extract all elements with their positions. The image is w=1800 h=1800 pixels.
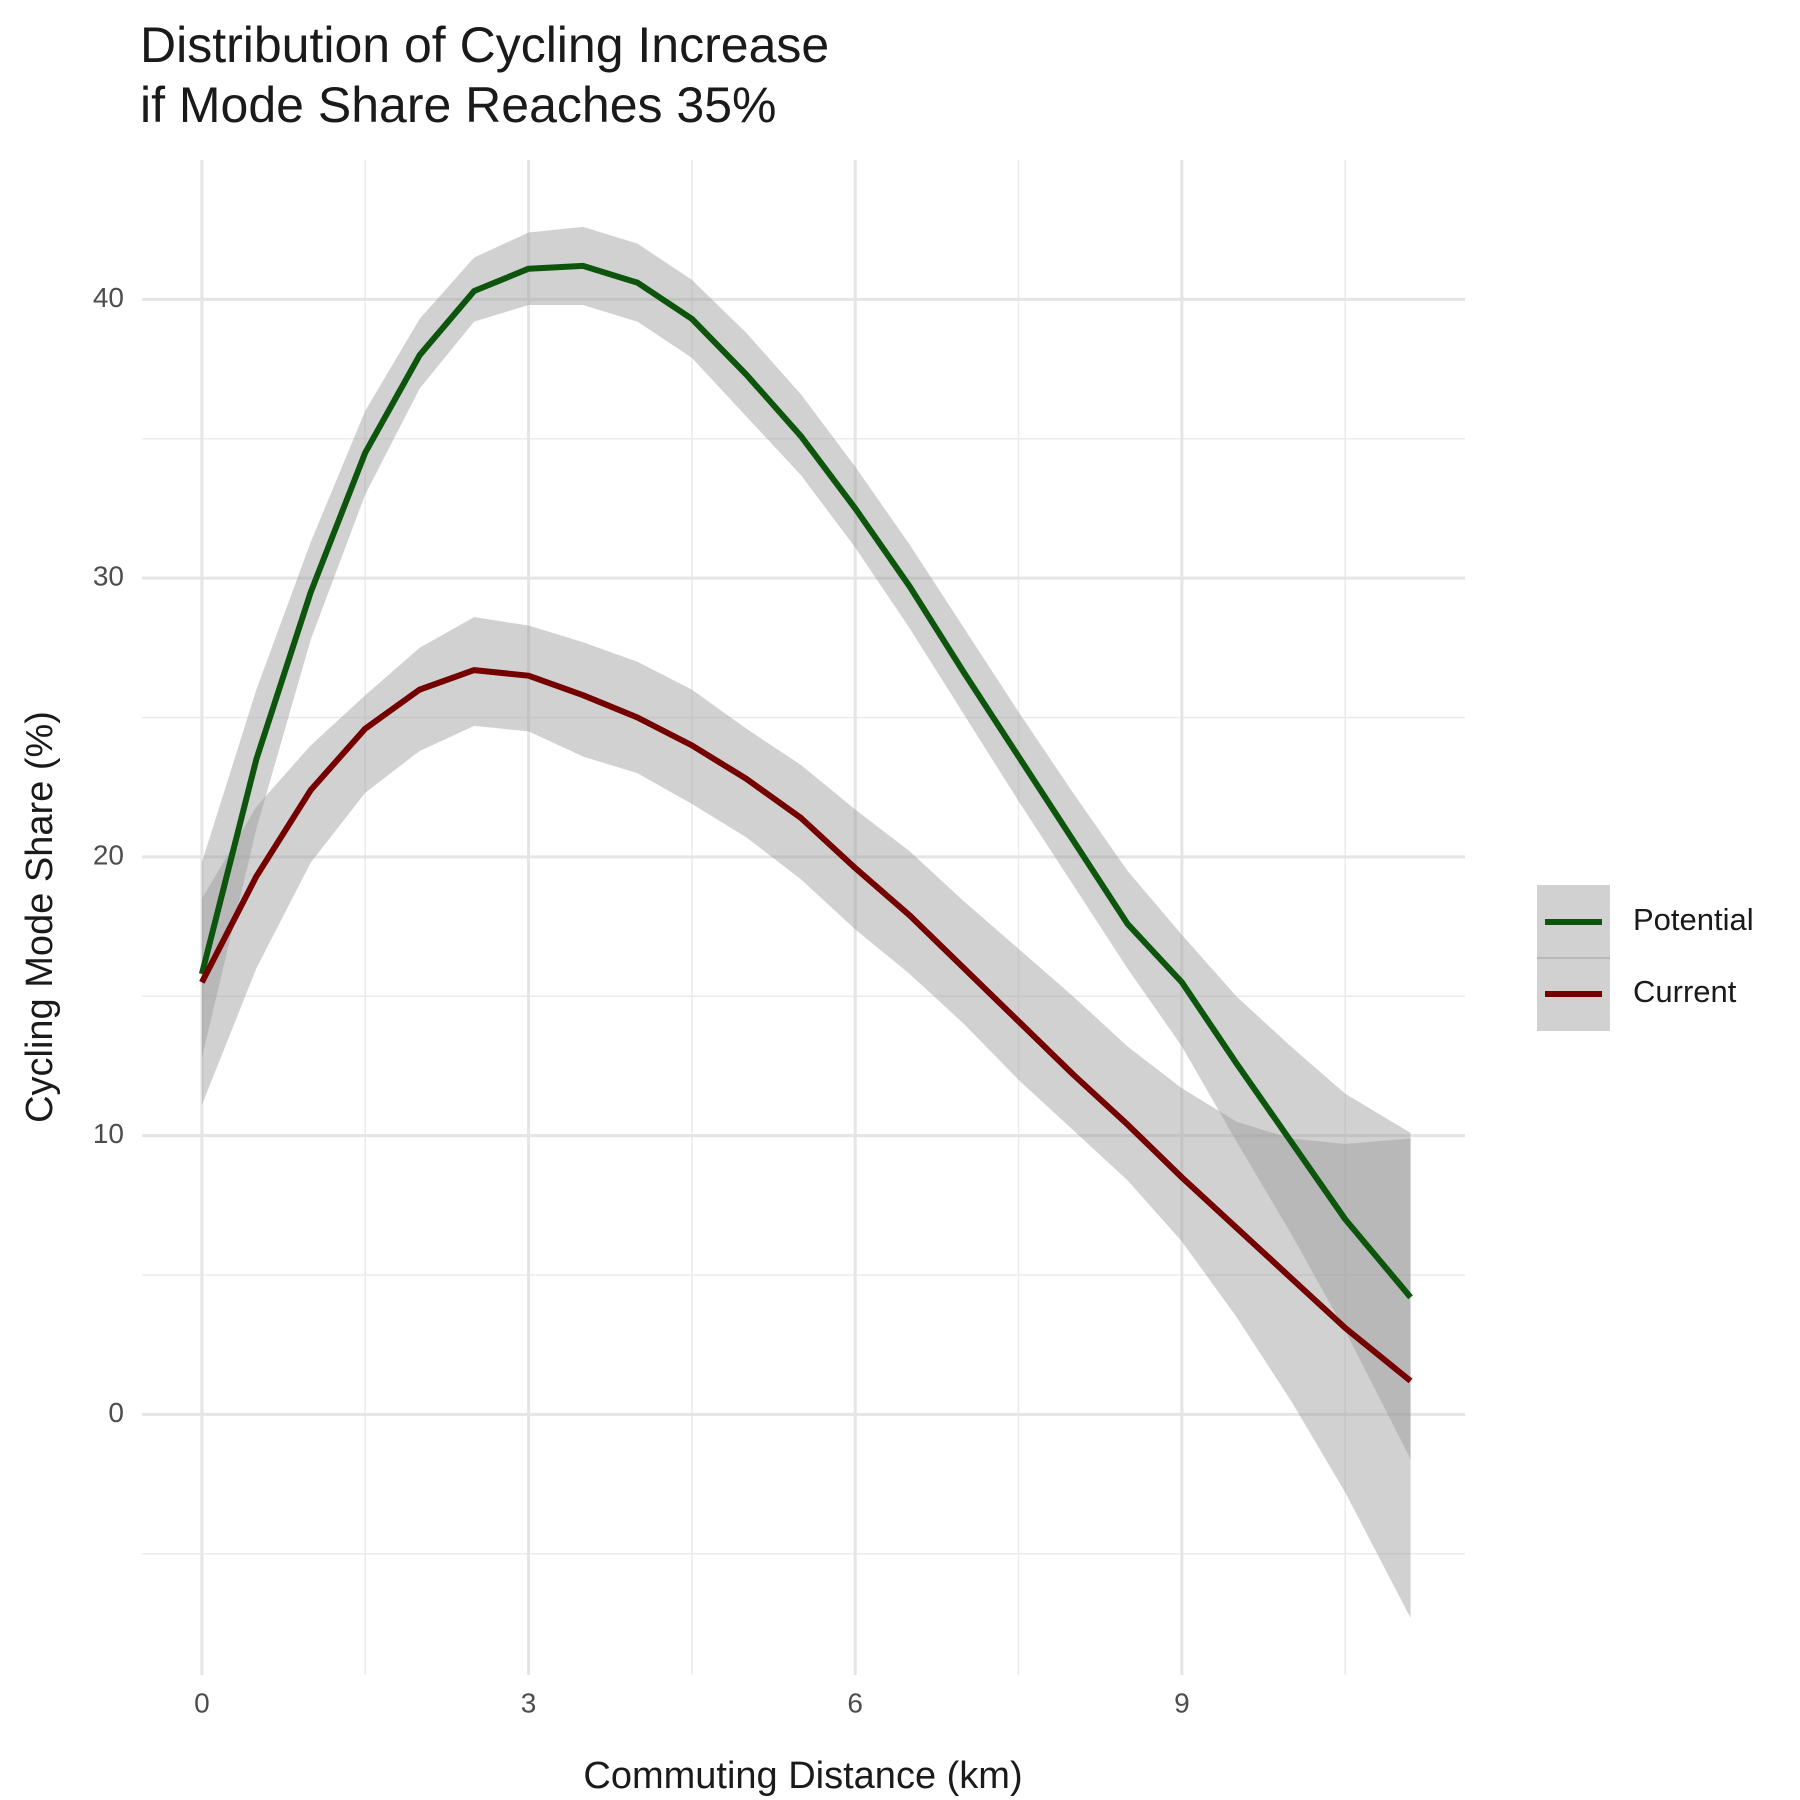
x-tick-label: 0 <box>194 1687 210 1718</box>
legend: Potential Current <box>1537 885 1754 1031</box>
lines <box>198 262 1413 1384</box>
series-line <box>198 262 1413 1300</box>
chart-title: Distribution of Cycling Increase <box>140 17 829 73</box>
y-axis-title: Cycling Mode Share (%) <box>19 711 61 1123</box>
y-tick-label: 20 <box>93 839 124 870</box>
confidence-band <box>201 226 1411 1459</box>
series-line <box>199 667 1413 1384</box>
chart-title: if Mode Share Reaches 35% <box>140 77 776 133</box>
y-tick-label: 40 <box>93 282 124 313</box>
x-tick-label: 3 <box>521 1687 537 1718</box>
x-tick-label: 6 <box>847 1687 863 1718</box>
x-tick-label: 9 <box>1174 1687 1190 1718</box>
grid: 0 3 6 9 0 10 20 30 40 <box>93 160 1465 1718</box>
confidence-band <box>201 617 1411 1618</box>
legend-label: Current <box>1633 974 1737 1009</box>
x-axis-title: Commuting Distance (km) <box>583 1755 1022 1797</box>
bands <box>201 226 1411 1618</box>
y-tick-label: 0 <box>108 1397 124 1428</box>
y-tick-label: 30 <box>93 561 124 592</box>
y-tick-label: 10 <box>93 1118 124 1149</box>
legend-label: Potential <box>1633 902 1754 937</box>
